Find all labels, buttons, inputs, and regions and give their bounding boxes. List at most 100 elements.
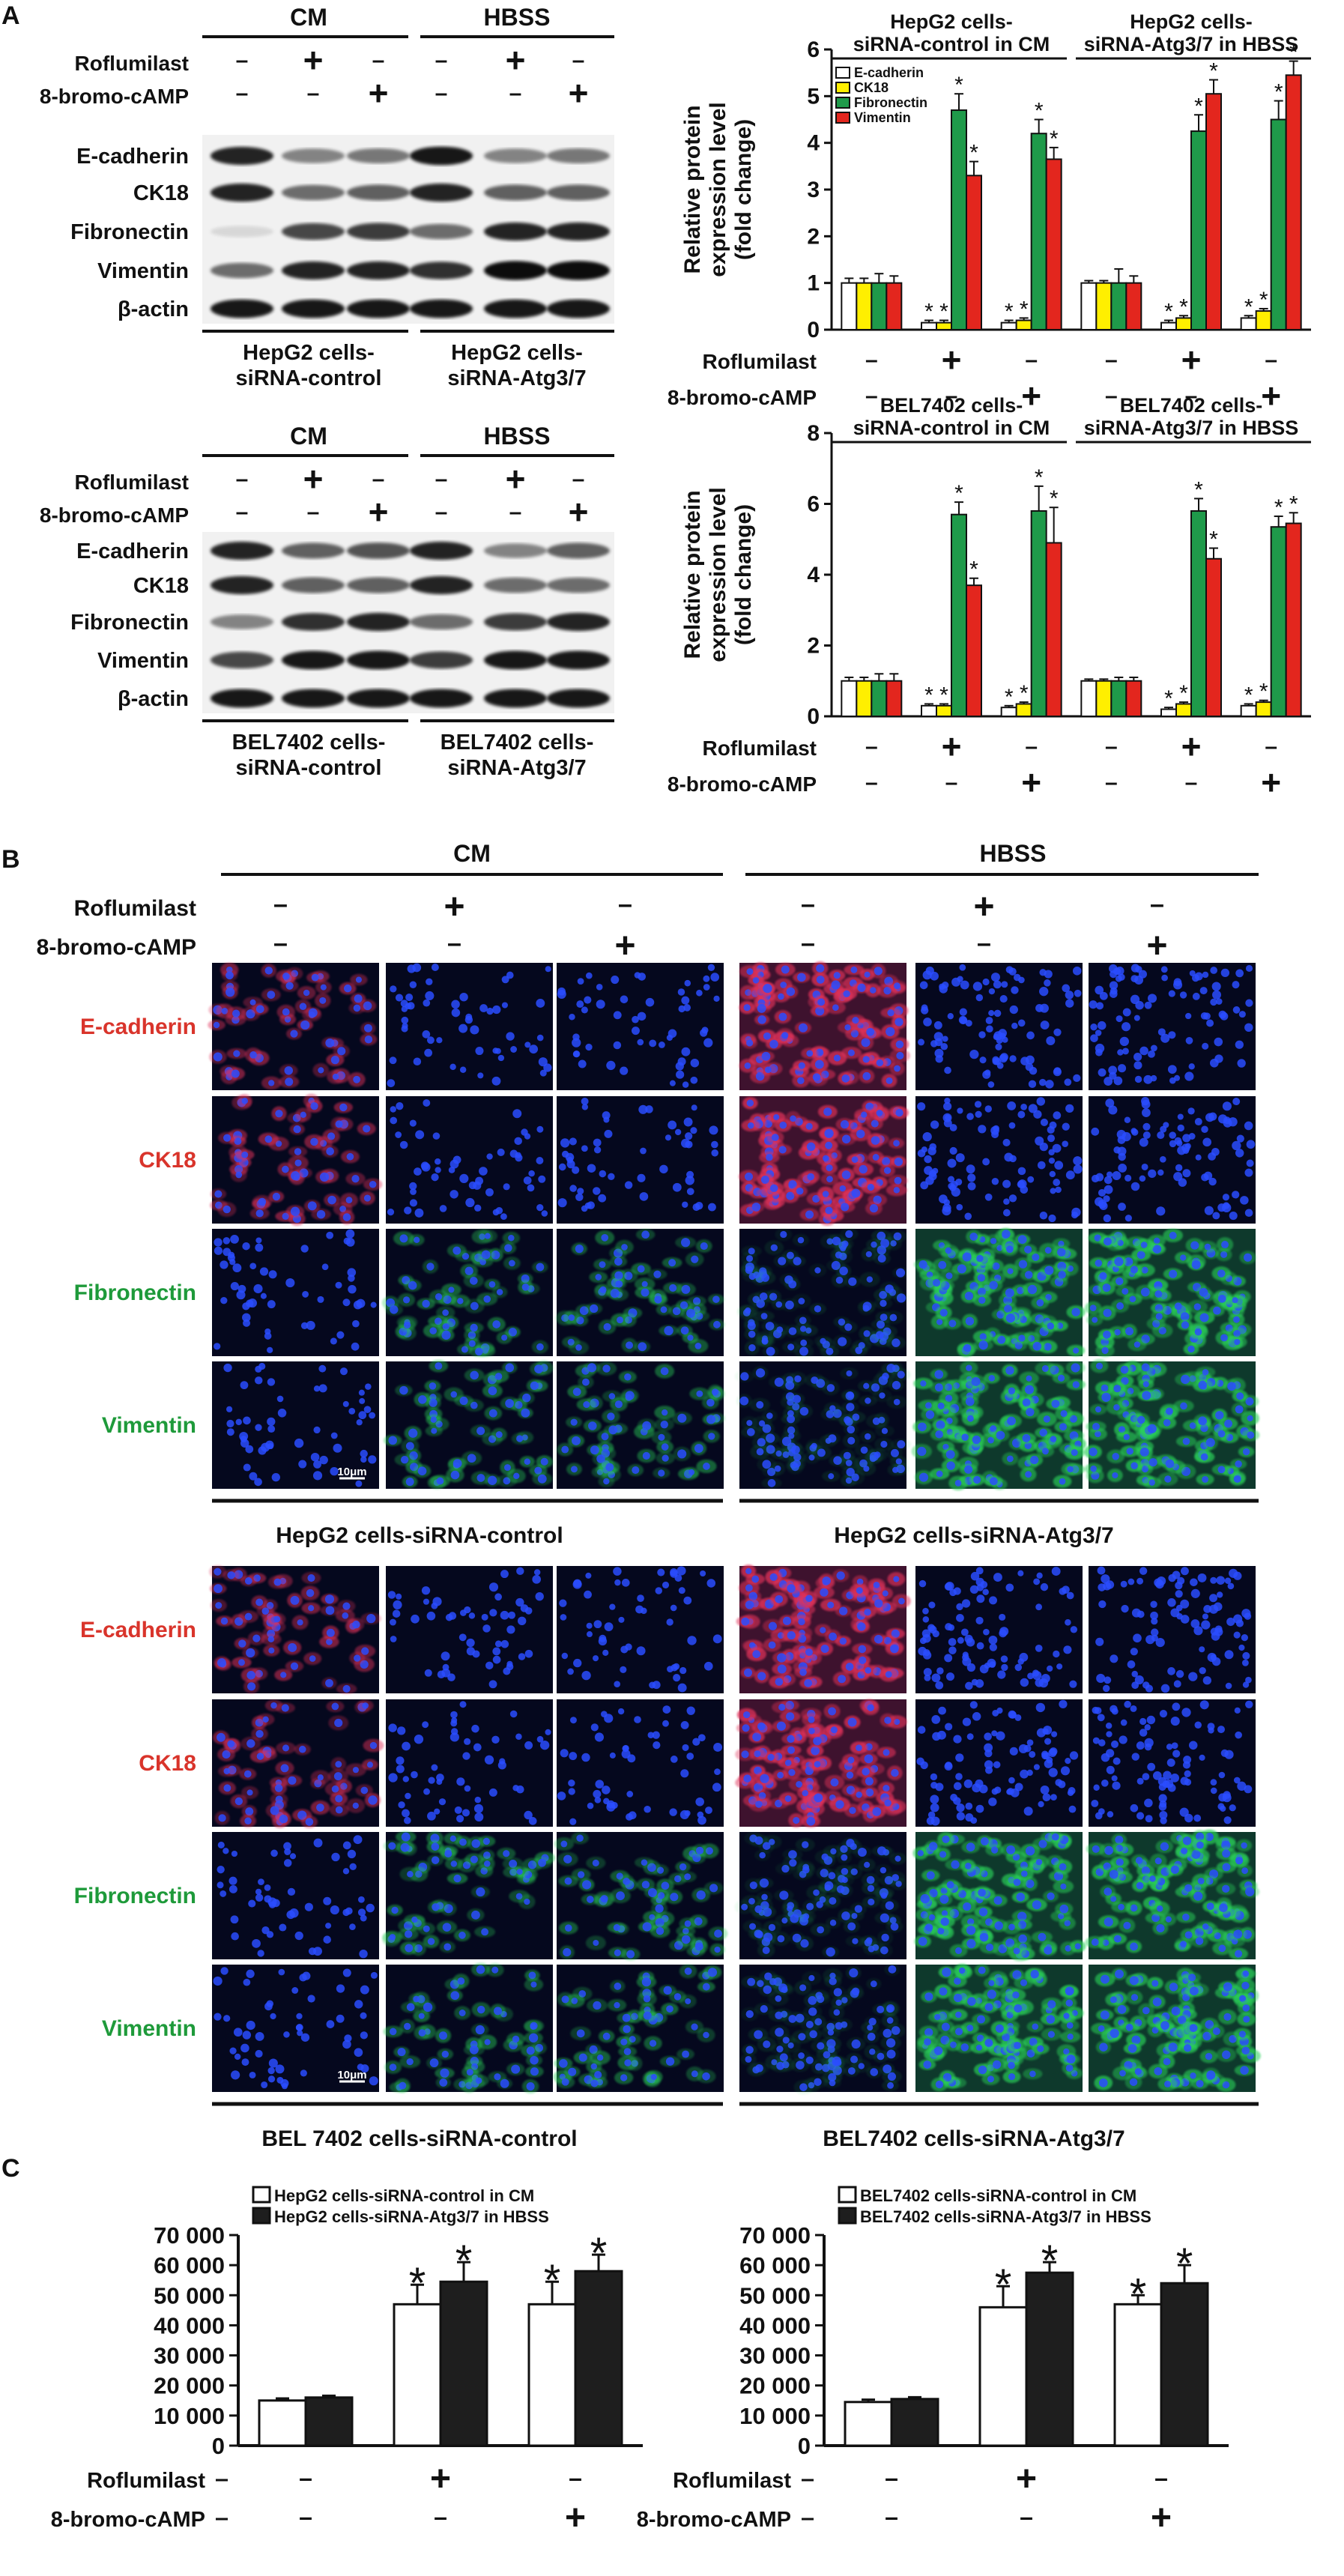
cell-nucleus xyxy=(1041,1674,1050,1683)
cell-nucleus xyxy=(1009,1194,1017,1202)
cell-nucleus xyxy=(224,1768,230,1774)
cell-nucleus xyxy=(865,1754,874,1763)
cell-nucleus xyxy=(267,1378,275,1385)
cell-nucleus xyxy=(1210,967,1217,974)
cell-nucleus xyxy=(489,1409,497,1418)
blot-band xyxy=(547,689,610,708)
y-tick-label: 8 xyxy=(807,421,820,446)
micrograph-tile xyxy=(912,1361,1086,1490)
cell-nucleus xyxy=(982,979,989,985)
cell-nucleus xyxy=(1238,1645,1244,1651)
cell-nucleus xyxy=(662,1443,669,1451)
cell-nucleus xyxy=(585,1573,591,1579)
cell-nucleus xyxy=(1095,1260,1102,1267)
cell-nucleus xyxy=(504,1244,512,1252)
cell-nucleus xyxy=(932,1673,941,1682)
cell-nucleus xyxy=(1127,1579,1134,1585)
cell-nucleus xyxy=(967,1415,974,1422)
cell-nucleus xyxy=(524,1041,530,1047)
cell-nucleus xyxy=(1201,1012,1208,1020)
cell-nucleus xyxy=(923,1616,930,1623)
cell-nucleus xyxy=(1151,1635,1158,1642)
cell-nucleus xyxy=(756,1401,763,1409)
protein-label: Vimentin xyxy=(97,649,189,673)
cell-nucleus xyxy=(1229,1212,1238,1220)
treatment-sign: + xyxy=(369,73,389,112)
bar xyxy=(951,515,966,716)
cell-nucleus xyxy=(687,1636,696,1645)
bar xyxy=(966,175,981,330)
cell-nucleus xyxy=(662,1409,668,1415)
cell-nucleus xyxy=(500,1213,507,1220)
cell-nucleus xyxy=(510,1046,517,1053)
cell-nucleus xyxy=(1091,1800,1098,1807)
cell-nucleus xyxy=(891,1769,899,1777)
cell-nucleus xyxy=(1029,1080,1036,1088)
cell-nucleus xyxy=(1212,982,1221,991)
cell-nucleus xyxy=(918,1726,926,1734)
cell-nucleus xyxy=(317,1296,324,1303)
cell-nucleus xyxy=(658,1469,665,1476)
cell-nucleus xyxy=(919,1580,926,1587)
cell-nucleus xyxy=(462,1809,470,1816)
cell-nucleus xyxy=(1101,1393,1110,1402)
cell-nucleus xyxy=(489,1582,498,1591)
cell-nucleus xyxy=(1039,1079,1046,1086)
cell-nucleus xyxy=(1041,1786,1050,1795)
cell-nucleus xyxy=(682,1081,689,1088)
cell-nucleus xyxy=(1160,1801,1167,1808)
cell-nucleus xyxy=(771,1245,778,1251)
cell-nucleus xyxy=(761,1176,769,1184)
cell-nucleus xyxy=(1180,1403,1187,1410)
cell-nucleus xyxy=(485,1662,493,1669)
treatment-label: 8-bromo-cAMP xyxy=(668,773,817,796)
cell-nucleus xyxy=(404,1206,411,1214)
cell-nucleus xyxy=(492,1006,500,1014)
cell-nucleus xyxy=(351,1175,359,1182)
cell-nucleus xyxy=(1244,1024,1253,1032)
cell-nucleus xyxy=(807,1173,814,1181)
cell-nucleus xyxy=(331,1853,339,1861)
cell-nucleus xyxy=(779,1122,787,1129)
cell-nucleus xyxy=(1112,1453,1119,1460)
cell-nucleus xyxy=(668,1259,676,1266)
cell-nucleus xyxy=(955,1480,962,1487)
cell-nucleus xyxy=(366,1904,374,1912)
significance-star: * xyxy=(1274,495,1283,520)
cell-nucleus xyxy=(881,1892,888,1899)
cell-nucleus xyxy=(924,1668,932,1676)
cell-nucleus xyxy=(1245,999,1253,1006)
cell-nucleus xyxy=(428,1938,435,1945)
cell-nucleus xyxy=(346,1197,353,1203)
cell-nucleus xyxy=(1005,1288,1014,1297)
cell-nucleus xyxy=(311,1453,320,1462)
y-tick-label: 6 xyxy=(807,492,820,517)
cell-nucleus xyxy=(1178,1125,1184,1131)
cell-nucleus xyxy=(541,1458,548,1466)
cell-nucleus xyxy=(1247,1431,1254,1439)
cell-nucleus xyxy=(1095,1638,1104,1646)
cell-nucleus xyxy=(575,1194,583,1201)
cell-nucleus xyxy=(498,1761,506,1769)
cell-nucleus xyxy=(926,1410,935,1419)
cell-nucleus xyxy=(524,1899,530,1905)
cell-nucleus xyxy=(787,988,796,997)
cell-nucleus xyxy=(1098,1021,1107,1030)
blot-band xyxy=(484,300,547,318)
cell-nucleus xyxy=(1092,1317,1098,1323)
cell-nucleus xyxy=(572,1436,581,1445)
cell-nucleus xyxy=(813,1073,821,1081)
cell-nucleus xyxy=(471,1911,480,1920)
cell-nucleus xyxy=(281,1764,289,1772)
cell-nucleus xyxy=(988,1010,994,1016)
cell-nucleus xyxy=(444,1850,452,1857)
cell-nucleus xyxy=(624,1373,631,1380)
treatment-sign: – xyxy=(273,929,288,958)
cell-nucleus xyxy=(591,1723,599,1731)
cell-nucleus xyxy=(714,1929,722,1938)
cell-nucleus xyxy=(246,1648,255,1657)
cell-nucleus xyxy=(1044,1415,1050,1422)
cell-nucleus xyxy=(922,1629,930,1637)
cell-nucleus xyxy=(590,1445,599,1454)
cell-nucleus xyxy=(690,1077,697,1084)
